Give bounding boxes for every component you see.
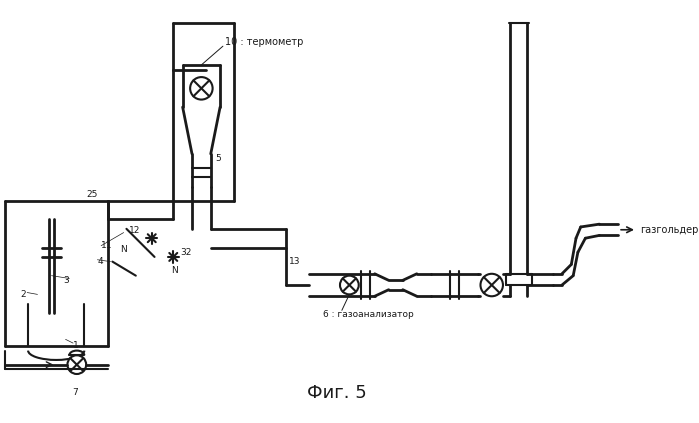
Text: 1: 1	[73, 341, 79, 350]
Text: газгольдер: газгольдер	[640, 225, 698, 235]
Text: Фиг. 5: Фиг. 5	[308, 384, 367, 402]
Text: 5: 5	[215, 154, 221, 163]
Text: 7: 7	[72, 388, 78, 397]
Circle shape	[67, 355, 86, 374]
Text: 12: 12	[129, 226, 140, 235]
Circle shape	[480, 274, 503, 296]
Text: 11: 11	[101, 241, 113, 250]
Text: 3: 3	[64, 276, 69, 285]
Text: 25: 25	[86, 190, 98, 199]
Text: 4: 4	[97, 257, 103, 266]
Circle shape	[190, 77, 212, 99]
Text: 32: 32	[181, 248, 192, 257]
Text: 13: 13	[289, 257, 300, 266]
Text: 2: 2	[20, 290, 27, 299]
Text: N: N	[120, 245, 127, 254]
Text: 6 : газоанализатор: 6 : газоанализатор	[323, 310, 414, 319]
Circle shape	[340, 276, 359, 294]
Text: 10 : термометр: 10 : термометр	[225, 36, 303, 47]
Text: N: N	[171, 266, 178, 275]
